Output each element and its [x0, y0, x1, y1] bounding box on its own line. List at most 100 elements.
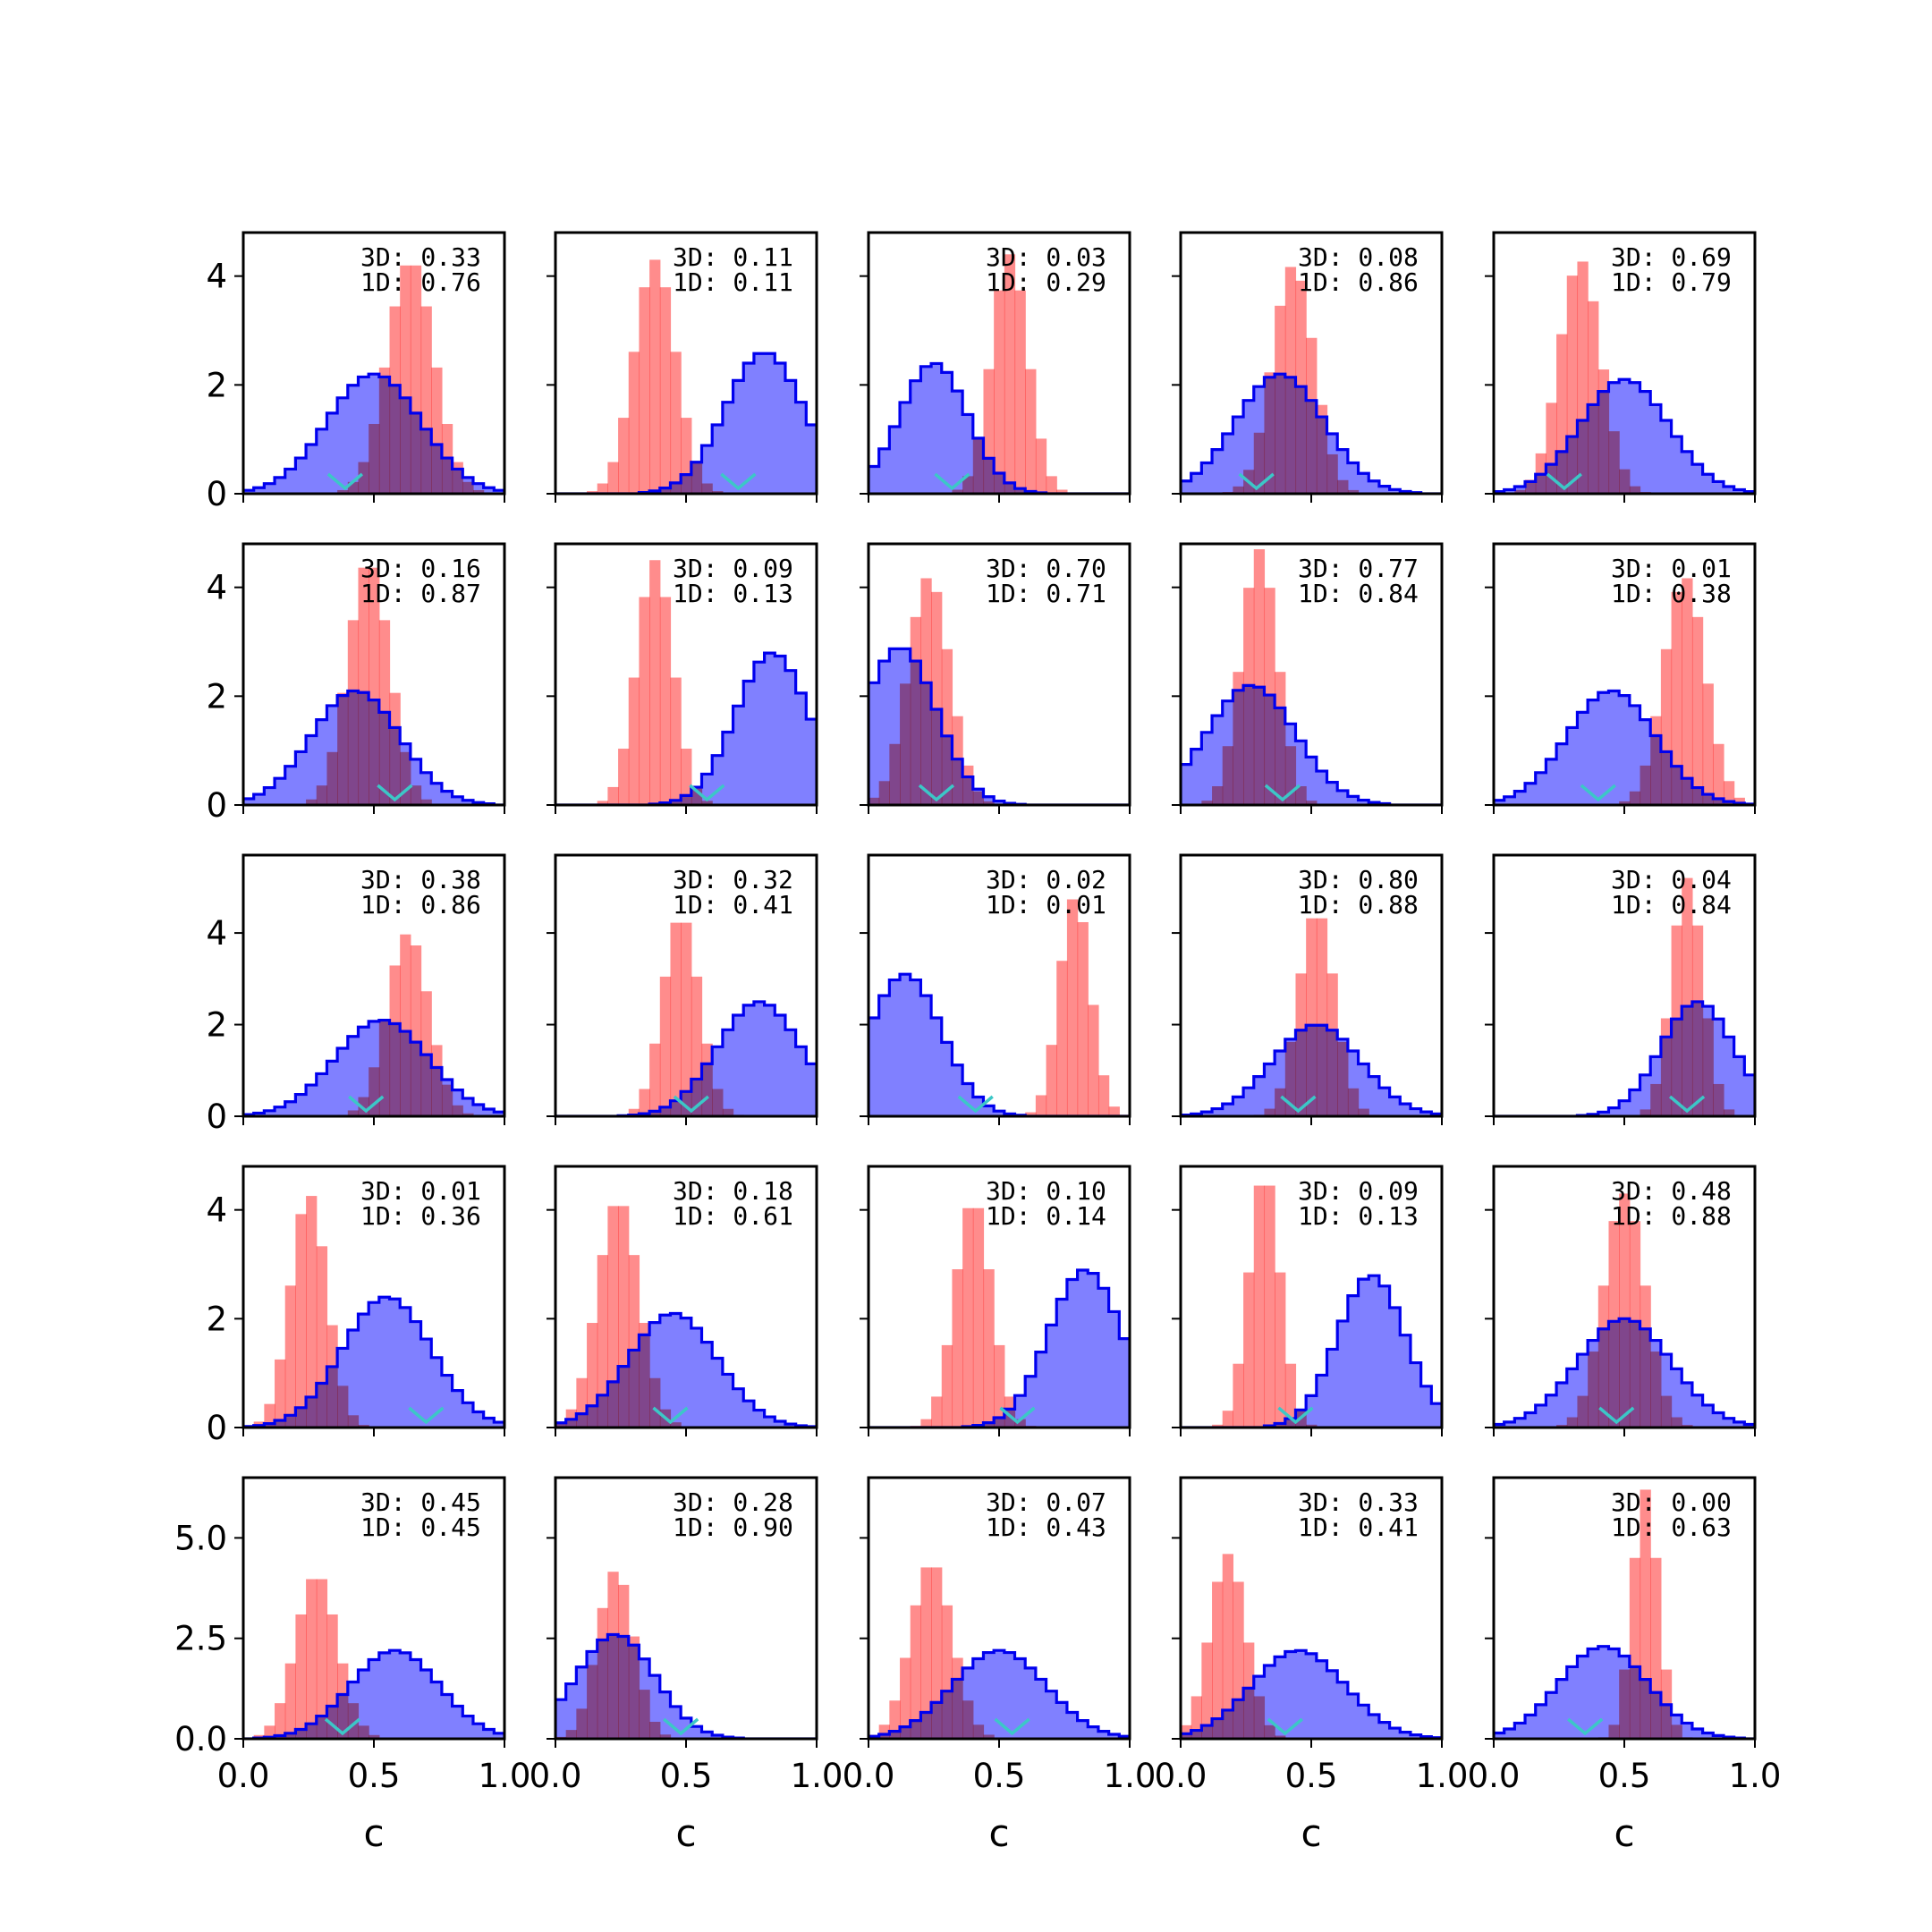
blue-bar	[869, 1018, 880, 1116]
blue-bar	[910, 979, 921, 1116]
red-bar	[1577, 1395, 1589, 1428]
blue-bar	[441, 1375, 453, 1428]
red-bar	[1253, 1185, 1266, 1428]
annotation-1d: 1D: 0.38	[1611, 579, 1732, 608]
blue-bar	[326, 1061, 338, 1116]
blue-bar	[659, 1315, 672, 1428]
blue-bar	[962, 414, 974, 494]
blue-step-line	[869, 1268, 1130, 1428]
blue-bar	[994, 801, 1005, 805]
red-bar	[920, 1567, 932, 1739]
red-bar	[264, 1403, 275, 1428]
red-bar	[337, 1663, 349, 1739]
red-bar	[931, 591, 943, 805]
blue-bar	[775, 656, 786, 805]
red-bar	[1025, 369, 1037, 494]
red-bar	[275, 1359, 286, 1428]
blue-bar	[1733, 1421, 1745, 1428]
x-tick-label: 0.0	[1468, 1757, 1521, 1795]
blue-bar	[1546, 1692, 1557, 1739]
blue-bar	[295, 1094, 307, 1116]
red-bar	[972, 1724, 985, 1739]
truth-marker	[348, 1095, 385, 1114]
y-tick-label: 4	[206, 914, 227, 953]
blue-bar	[1566, 1666, 1579, 1739]
red-bar	[1358, 1108, 1369, 1116]
blue-bar	[472, 1411, 485, 1428]
blue-bar	[1275, 1657, 1286, 1739]
blue-bar	[1253, 1076, 1266, 1116]
annotation-1d: 1D: 0.41	[673, 890, 793, 919]
red-bar	[347, 620, 360, 805]
blue-bar	[275, 477, 286, 494]
red-bar	[1337, 479, 1349, 494]
blue-bar	[764, 1004, 775, 1116]
blue-bar	[1713, 481, 1724, 494]
red-bar	[1682, 578, 1693, 805]
red-bar	[1588, 1352, 1599, 1428]
red-bar	[639, 1323, 650, 1428]
blue-bar	[806, 425, 817, 494]
blue-bar	[1347, 1693, 1360, 1739]
blue-bar	[431, 1682, 443, 1739]
red-bar	[952, 489, 963, 494]
blue-bar	[275, 1106, 286, 1116]
red-bar	[410, 945, 422, 1116]
blue-bar	[1671, 1368, 1682, 1428]
blue-step-line	[869, 972, 1130, 1116]
blue-bar	[1682, 1723, 1693, 1739]
blue-bar	[1619, 379, 1631, 494]
blue-bar	[1326, 782, 1338, 805]
blue-bar	[1347, 796, 1360, 805]
red-bar	[649, 259, 661, 494]
red-bar	[358, 462, 369, 494]
red-bar	[1253, 432, 1266, 494]
blue-bar	[358, 1669, 369, 1739]
blue-bar	[1588, 1648, 1599, 1739]
blue-bar	[347, 1330, 360, 1428]
blue-bar	[483, 1418, 495, 1428]
annotation-1d: 1D: 0.43	[986, 1513, 1106, 1542]
blue-bar	[441, 1694, 453, 1739]
red-bar	[639, 1690, 650, 1739]
red-bar	[962, 1208, 974, 1428]
blue-bar	[1358, 800, 1369, 805]
x-tick-label: 0.0	[530, 1757, 582, 1795]
red-bar	[639, 1089, 650, 1116]
red-bar	[1306, 1424, 1318, 1428]
blue-bar	[410, 1321, 422, 1428]
red-bar	[649, 560, 661, 805]
blue-bar	[1691, 464, 1704, 494]
red-bar	[1253, 1696, 1266, 1739]
annotation-3d: 3D: 0.11	[673, 242, 793, 272]
truth-marker	[918, 784, 955, 802]
blue-bar	[1682, 1382, 1693, 1428]
blue-bar	[1066, 1712, 1079, 1739]
red-bar	[1525, 479, 1537, 494]
blue-bar	[1608, 1107, 1620, 1116]
red-bar	[1556, 334, 1568, 494]
red-bar	[587, 1665, 598, 1739]
annotation-3d: 3D: 0.16	[360, 554, 481, 583]
blue-bar	[358, 1027, 369, 1116]
blue-bar	[1014, 1658, 1026, 1739]
blue-bar	[1744, 1424, 1755, 1428]
blue-bar	[420, 772, 432, 805]
annotation-3d: 3D: 0.00	[1611, 1487, 1732, 1517]
blue-bar	[795, 1046, 807, 1116]
blue-bar	[722, 1030, 734, 1116]
red-bar	[1222, 1554, 1233, 1739]
annotation-3d: 3D: 0.80	[1298, 865, 1419, 894]
blue-bar	[1306, 1653, 1318, 1739]
red-bar	[1264, 1108, 1275, 1116]
blue-bar	[1222, 1104, 1233, 1116]
blue-bar	[389, 1650, 401, 1739]
red-bar	[1306, 918, 1318, 1116]
annotation-3d: 3D: 0.33	[360, 242, 481, 272]
plot-area	[1494, 877, 1755, 1116]
blue-bar	[284, 469, 296, 494]
